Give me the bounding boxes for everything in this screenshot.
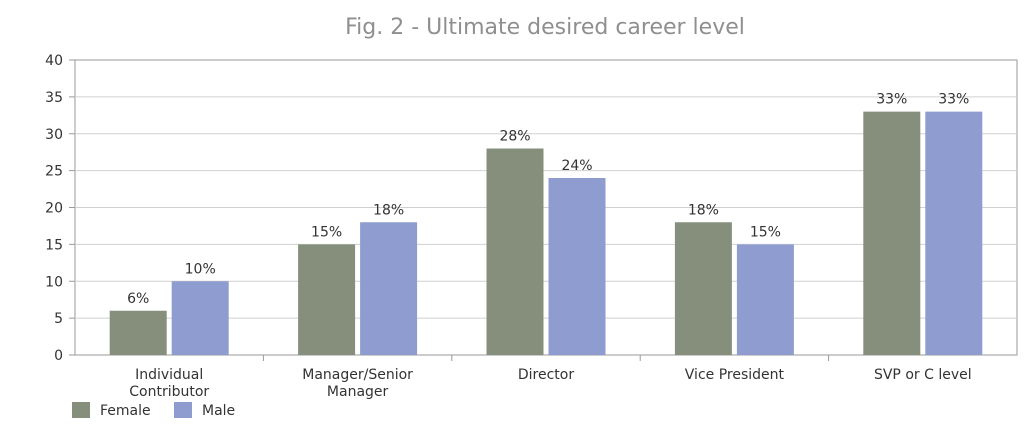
data-label: 18% [373, 202, 404, 218]
data-label: 10% [185, 261, 216, 277]
chart-title: Fig. 2 - Ultimate desired career level [345, 15, 745, 40]
x-tick-label: Individual Contributor [129, 367, 209, 400]
legend-label-female: Female [100, 403, 151, 419]
bar-male [171, 281, 229, 355]
legend: Female Male [72, 402, 235, 419]
y-tick-label: 0 [54, 348, 63, 364]
x-axis: Individual Contributor Manager/Senior Manag… [129, 355, 972, 400]
y-tick-label: 15 [45, 237, 63, 253]
data-label: 24% [561, 158, 592, 174]
y-tick-label: 20 [45, 201, 63, 217]
data-label: 33% [938, 92, 969, 108]
x-tick-label: Manager/Senior Manager [302, 367, 413, 400]
bar-male [736, 244, 794, 355]
y-tick-label: 10 [45, 274, 63, 290]
data-label: 18% [688, 202, 719, 218]
x-tick-label: Director [518, 367, 574, 383]
data-label: 28% [499, 129, 530, 145]
y-axis: 0 5 10 15 20 25 30 35 40 [45, 53, 75, 364]
legend-swatch-female [72, 402, 90, 418]
data-label: 33% [876, 92, 907, 108]
bar-female [109, 310, 167, 355]
legend-swatch-male [174, 402, 192, 418]
bar-female [674, 222, 732, 355]
bar-male [548, 178, 606, 355]
bar-female [486, 148, 544, 355]
data-label: 15% [311, 224, 342, 240]
data-label: 15% [750, 224, 781, 240]
y-tick-label: 5 [54, 311, 63, 327]
bar-male [925, 111, 983, 355]
y-tick-label: 25 [45, 164, 63, 180]
x-tick-label: SVP or C level [874, 367, 972, 383]
gridlines [74, 59, 1018, 356]
y-tick-label: 35 [45, 90, 63, 106]
bars: 6% 10% 15% 18% 28% 24% 18% 15% 33% 33% [109, 92, 983, 355]
y-tick-label: 40 [45, 53, 63, 69]
data-label: 6% [127, 291, 149, 307]
bar-female [863, 111, 921, 355]
bar-male [360, 222, 418, 355]
bar-female [298, 244, 356, 355]
y-tick-label: 30 [45, 127, 63, 143]
x-tick-label: Vice President [685, 367, 785, 383]
legend-label-male: Male [202, 403, 235, 419]
